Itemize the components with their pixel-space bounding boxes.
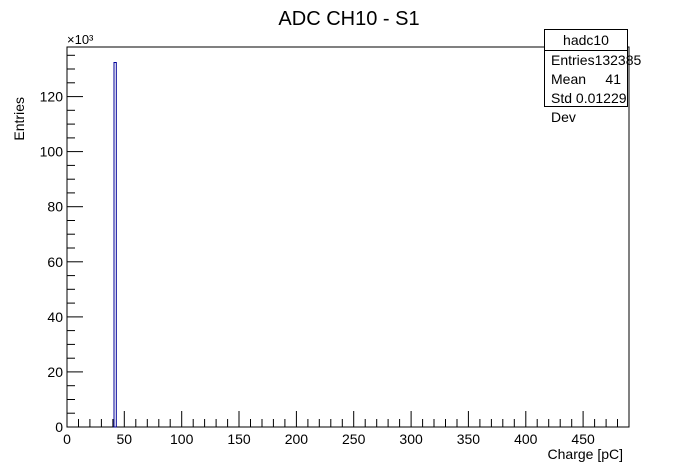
histogram-bar: [113, 62, 117, 428]
stats-title: hadc10: [545, 30, 627, 51]
stats-value-mean: 41: [605, 71, 621, 87]
x-tick-label: 250: [342, 431, 366, 447]
stats-label-mean: Mean: [551, 71, 587, 87]
y-multiplier-label: ×10³: [67, 32, 94, 47]
y-tick-label: 20: [47, 364, 63, 380]
x-tick-label: 100: [170, 431, 194, 447]
stats-row-mean: Mean 41: [545, 70, 627, 89]
x-tick-label: 400: [514, 431, 538, 447]
x-axis-label: Charge [pC]: [548, 446, 623, 462]
y-axis-ticks: 0 20 40 60 80 100 120: [40, 54, 83, 435]
x-tick-label: 200: [285, 431, 309, 447]
x-tick-label: 50: [117, 431, 133, 447]
y-tick-label: 0: [55, 419, 63, 435]
y-tick-label: 80: [47, 199, 63, 215]
y-axis-label: Entries: [11, 97, 27, 141]
stats-value-stddev: 0.01229: [575, 90, 627, 106]
y-tick-label: 120: [40, 89, 64, 105]
stats-row-stddev: Std Dev 0.01229: [545, 89, 627, 125]
stats-row-entries: Entries 132385: [545, 51, 641, 70]
stats-label-entries: Entries: [551, 52, 595, 68]
stats-box: hadc10 Entries 132385 Mean 41 Std Dev 0.…: [544, 29, 641, 125]
y-tick-label: 40: [47, 309, 63, 325]
plot-frame: [66, 46, 630, 428]
stats-label-stddev: Std Dev: [551, 90, 576, 125]
y-tick-label: 100: [40, 144, 64, 160]
x-tick-label: 150: [227, 431, 251, 447]
x-tick-label: 450: [571, 431, 595, 447]
x-tick-label: 0: [63, 431, 71, 447]
y-tick-label: 60: [47, 254, 63, 270]
histogram-bars: [113, 62, 117, 428]
stats-value-entries: 132385: [594, 52, 642, 68]
x-tick-label: 350: [457, 431, 481, 447]
x-tick-label: 300: [399, 431, 423, 447]
chart-title: ADC CH10 - S1: [278, 8, 419, 30]
x-axis-ticks: 0 50 100 150 200 250 300 350 400 450: [63, 411, 630, 447]
